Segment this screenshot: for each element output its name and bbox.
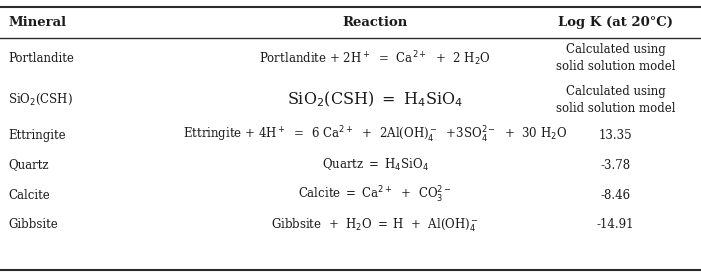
- Text: -3.78: -3.78: [601, 159, 630, 172]
- Text: -8.46: -8.46: [601, 188, 630, 202]
- Text: Quartz: Quartz: [8, 159, 49, 172]
- Text: Ettringite: Ettringite: [8, 129, 66, 142]
- Text: Mineral: Mineral: [8, 16, 67, 29]
- Text: Calculated using
solid solution model: Calculated using solid solution model: [556, 85, 675, 115]
- Text: -14.91: -14.91: [597, 218, 634, 231]
- Text: Calcite $=$ Ca$^{2+}$  +  CO$_3^{2-}$: Calcite $=$ Ca$^{2+}$ + CO$_3^{2-}$: [298, 185, 452, 205]
- Text: Portlandite + 2H$^+$  =  Ca$^{2+}$  +  2 H$_2$O: Portlandite + 2H$^+$ = Ca$^{2+}$ + 2 H$_…: [259, 49, 491, 67]
- Text: 13.35: 13.35: [599, 129, 632, 142]
- Text: SiO$_2$(CSH): SiO$_2$(CSH): [8, 92, 73, 107]
- Text: Calculated using
solid solution model: Calculated using solid solution model: [556, 43, 675, 73]
- Text: Ettringite + 4H$^+$  =  6 Ca$^{2+}$  +  2Al(OH)$_4^-$  +3SO$_4^{2-}$  +  30 H$_2: Ettringite + 4H$^+$ = 6 Ca$^{2+}$ + 2Al(…: [183, 125, 567, 145]
- Text: Reaction: Reaction: [342, 16, 408, 29]
- Text: Gibbsite  +  H$_2$O $=$ H  +  Al(OH)$_4^-$: Gibbsite + H$_2$O $=$ H + Al(OH)$_4^-$: [271, 216, 479, 234]
- Text: Gibbsite: Gibbsite: [8, 218, 58, 231]
- Text: Portlandite: Portlandite: [8, 52, 74, 65]
- Text: Quartz $=$ H$_4$SiO$_4$: Quartz $=$ H$_4$SiO$_4$: [322, 157, 428, 173]
- Text: Log K (at 20°C): Log K (at 20°C): [558, 16, 673, 29]
- Text: SiO$_2$(CSH) $=$ H$_4$SiO$_4$: SiO$_2$(CSH) $=$ H$_4$SiO$_4$: [287, 90, 463, 109]
- Text: Calcite: Calcite: [8, 188, 50, 202]
